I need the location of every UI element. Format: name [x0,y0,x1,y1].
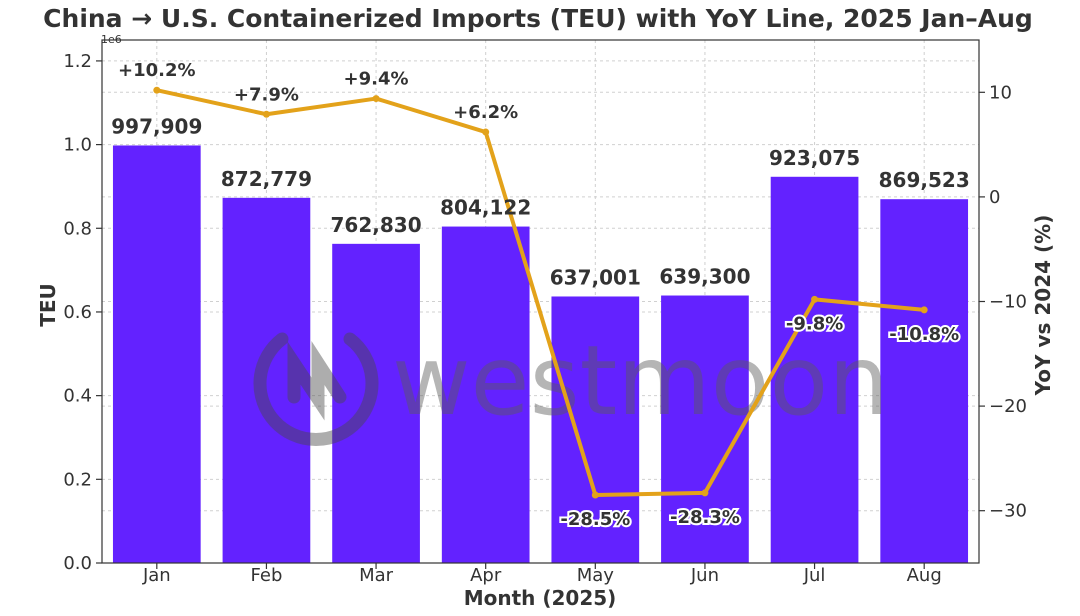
bar-value-label: 869,523 [879,168,970,192]
bar-jun [661,295,749,563]
y2-axis-label: YoY vs 2024 (%) [1031,215,1055,397]
yoy-line [156,88,925,498]
yoy-point-jan [153,86,161,94]
y2-tick-label: −10 [989,292,1027,313]
yoy-point-apr [482,128,490,136]
y2-tick-label: 10 [989,82,1012,103]
bar-value-label: 872,779 [221,167,312,191]
yoy-value-label: -10.8% [889,324,959,345]
yoy-value-label: -28.3% [670,507,740,528]
yoy-value-label: +6.2% [453,102,518,123]
watermark: westmoon [253,325,889,446]
bar-value-label: 762,830 [331,213,422,237]
y-tick-label: 0.0 [63,553,92,574]
yoy-value-label: -9.8% [786,313,843,334]
y-tick-label: 1.2 [63,51,92,72]
y-axis-label: TEU [36,283,60,327]
x-tick-label: Jul [803,565,826,586]
bar-mar [332,243,420,564]
yoy-point-jun [701,489,709,497]
yoy-value-label: -28.5% [560,509,630,530]
x-tick-label: Jan [142,565,171,586]
bar-may [551,296,640,563]
bar-layer [112,145,969,564]
y-tick-label: 0.4 [63,386,92,407]
watermark-text: westmoon [392,325,889,437]
bar-jul [770,176,859,564]
bar-feb [222,197,311,563]
bar-value-label: 637,001 [550,265,641,289]
y2-tick-label: −20 [989,396,1027,417]
x-tick-label: May [577,565,615,586]
x-tick-label: Jun [690,565,719,586]
yoy-point-may [591,491,599,499]
yoy-point-mar [372,95,380,103]
bar-value-label: 639,300 [659,265,750,289]
x-tick-label: Aug [907,565,942,586]
line-layer [153,86,928,499]
bar-jan [112,145,201,564]
y2-tick-label: −30 [989,501,1027,522]
yoy-point-jul [811,295,819,303]
yoy-value-label: +9.4% [344,69,409,90]
yoy-point-aug [920,306,928,314]
y-tick-label: 0.8 [63,218,92,239]
x-tick-label: Mar [359,565,394,586]
y-tick-label: 0.2 [63,469,92,490]
x-tick-label: Feb [251,565,283,586]
y-tick-label: 0.6 [63,302,92,323]
x-axis-label: Month (2025) [464,586,617,610]
bar-value-label: 923,075 [769,146,860,170]
yoy-point-feb [262,110,270,118]
x-tick-label: Apr [470,565,502,586]
bar-apr [441,226,530,563]
bar-value-label: 804,122 [440,196,531,220]
yoy-value-label: +10.2% [118,60,196,81]
chart-title: China → U.S. Containerized Imports (TEU)… [43,4,1033,33]
axes-layer: 0.0 0.2 0.4 0.6 0.8 1.0 1.2 10 0 −10 −20 −30 Jan Feb M… [63,39,1027,586]
y2-tick-label: 0 [989,187,1000,208]
watermark-logo-icon [253,332,379,446]
y-tick-label: 1.0 [63,135,92,156]
bar-value-label: 997,909 [111,114,202,138]
bar-aug [880,199,969,563]
label-layer: 997,909 872,779 762,830 804,122 637,001 639,3… [111,60,970,532]
yoy-value-label: +7.9% [234,84,299,105]
